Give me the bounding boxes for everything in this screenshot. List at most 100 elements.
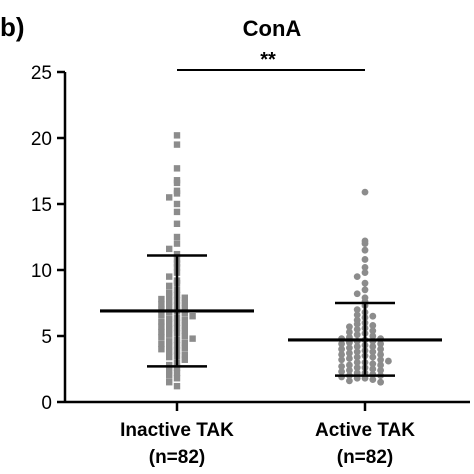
data-point-inactive xyxy=(181,356,188,363)
data-point-inactive xyxy=(158,295,165,303)
data-point-inactive xyxy=(158,301,165,308)
data-point-active xyxy=(369,332,377,340)
y-tick-label: 0 xyxy=(41,393,52,414)
data-point-inactive xyxy=(166,293,173,300)
data-point-active xyxy=(377,351,384,358)
data-point-inactive xyxy=(173,220,181,227)
data-point-active xyxy=(338,351,345,358)
data-point-active xyxy=(338,362,345,370)
data-point-active xyxy=(361,188,369,196)
data-point-active xyxy=(377,378,384,386)
data-point-inactive xyxy=(166,320,173,328)
data-point-active xyxy=(361,256,369,263)
data-point-active xyxy=(385,357,392,365)
data-point-inactive xyxy=(173,369,181,377)
data-point-inactive xyxy=(173,132,181,139)
data-point-active xyxy=(369,365,377,373)
data-point-active xyxy=(369,353,377,361)
data-point-inactive xyxy=(173,250,181,258)
data-point-inactive xyxy=(173,200,181,208)
data-point-inactive xyxy=(189,313,196,320)
data-point-active xyxy=(346,377,353,385)
y-tick-label: 20 xyxy=(31,129,52,150)
summary-bars xyxy=(100,254,442,377)
significance-label: ** xyxy=(260,49,276,71)
data-point-active xyxy=(346,361,353,369)
data-point-active xyxy=(377,356,384,364)
x-tick-label-inactive: Inactive TAK xyxy=(120,420,234,441)
data-points xyxy=(158,132,392,390)
x-tick-count-inactive: (n=82) xyxy=(149,447,206,468)
data-point-active xyxy=(353,273,361,280)
panel-label: b) xyxy=(0,12,25,42)
data-point-inactive xyxy=(166,353,173,361)
data-point-active xyxy=(361,263,369,271)
data-point-active xyxy=(338,368,345,376)
data-point-inactive xyxy=(158,311,165,319)
data-point-active xyxy=(369,348,377,356)
data-point-active xyxy=(346,323,353,331)
data-point-inactive xyxy=(158,328,165,336)
data-point-active xyxy=(353,311,361,319)
data-point-active xyxy=(353,290,361,298)
y-tick-label: 25 xyxy=(31,63,52,84)
data-point-active xyxy=(361,246,369,254)
data-point-inactive xyxy=(166,331,173,338)
data-point-inactive xyxy=(166,379,173,386)
data-point-active xyxy=(353,331,361,339)
data-point-inactive xyxy=(173,208,181,216)
data-point-inactive xyxy=(158,334,165,341)
data-point-active xyxy=(346,349,353,357)
y-tick-label: 15 xyxy=(31,195,52,216)
data-point-inactive xyxy=(166,326,173,333)
y-tick-label: 5 xyxy=(41,327,52,348)
data-point-inactive xyxy=(166,338,173,345)
data-point-active xyxy=(361,279,369,287)
data-point-active xyxy=(369,327,377,335)
data-point-inactive xyxy=(173,233,181,241)
data-point-active xyxy=(353,343,361,350)
data-point-active xyxy=(346,328,353,336)
data-point-inactive xyxy=(166,282,173,290)
data-point-inactive xyxy=(181,339,188,346)
data-point-inactive xyxy=(166,372,173,379)
data-point-active xyxy=(369,376,377,383)
data-point-inactive xyxy=(181,294,188,301)
data-point-inactive xyxy=(158,340,165,348)
data-point-inactive xyxy=(181,351,188,358)
data-point-active xyxy=(361,240,369,248)
data-point-active xyxy=(353,326,361,333)
data-point-active xyxy=(369,322,377,329)
data-point-inactive xyxy=(166,289,173,296)
data-point-inactive xyxy=(181,322,188,329)
data-point-inactive xyxy=(181,299,188,307)
data-point-active xyxy=(353,353,361,361)
y-axis: 0 5 10 15 20 25 xyxy=(31,63,470,414)
data-point-inactive xyxy=(173,375,181,382)
data-point-inactive xyxy=(189,335,196,342)
data-point-active xyxy=(353,306,361,313)
data-point-active xyxy=(377,340,384,348)
data-point-inactive xyxy=(173,190,181,197)
data-point-inactive xyxy=(173,382,181,390)
data-point-inactive xyxy=(173,179,181,187)
data-point-active xyxy=(377,361,384,369)
data-point-inactive xyxy=(166,273,173,280)
data-point-active xyxy=(353,364,361,372)
data-point-inactive xyxy=(166,194,173,201)
y-tick-label: 10 xyxy=(31,261,52,282)
data-point-active xyxy=(346,344,353,352)
data-point-inactive xyxy=(166,245,173,253)
data-point-active xyxy=(361,269,369,277)
data-point-active xyxy=(353,359,361,366)
chart-title: ConA xyxy=(243,16,302,41)
data-point-active xyxy=(369,343,377,350)
data-point-inactive xyxy=(181,332,188,340)
data-point-inactive xyxy=(181,316,188,324)
data-point-inactive xyxy=(166,315,173,323)
data-point-active xyxy=(377,345,384,353)
data-point-active xyxy=(377,366,384,374)
data-point-inactive xyxy=(181,310,188,317)
data-point-inactive xyxy=(173,165,181,172)
